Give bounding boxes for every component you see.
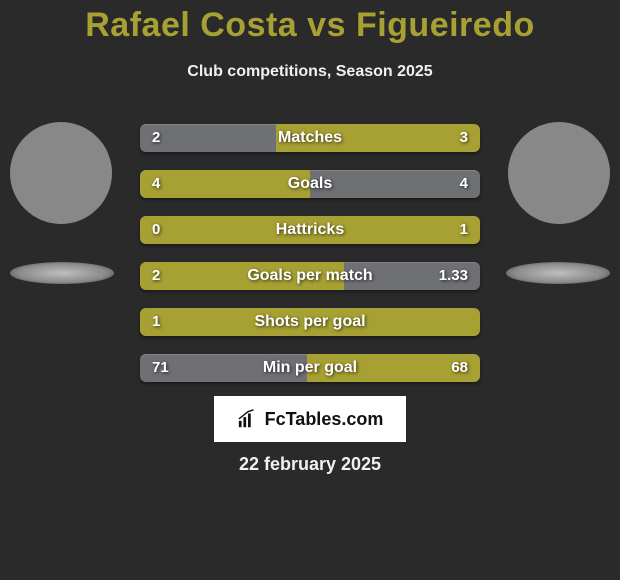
- brand-text: FcTables.com: [265, 409, 384, 430]
- player1-avatar: [10, 122, 112, 224]
- stat-row: 01Hattricks: [140, 216, 480, 244]
- stat-row: 23Matches: [140, 124, 480, 152]
- subtitle: Club competitions, Season 2025: [0, 63, 620, 81]
- player2-name: Figueiredo: [356, 6, 535, 44]
- player2-shadow: [506, 262, 610, 284]
- stat-row: 1Shots per goal: [140, 308, 480, 336]
- stats-bars: 23Matches 44Goals 01Hattricks 21.33Goals pe…: [140, 124, 480, 400]
- player2-avatar: [508, 122, 610, 224]
- player1-name: Rafael Costa: [85, 6, 297, 44]
- stat-row: 44Goals: [140, 170, 480, 198]
- player1-shadow: [10, 262, 114, 284]
- stat-label: Matches: [140, 124, 480, 152]
- chart-icon: [237, 408, 259, 430]
- stat-row: 7168Min per goal: [140, 354, 480, 382]
- stat-label: Hattricks: [140, 216, 480, 244]
- page-title: Rafael Costa vs Figueiredo: [0, 0, 620, 45]
- stat-label: Goals per match: [140, 262, 480, 290]
- brand-box: FcTables.com: [214, 396, 406, 442]
- stat-row: 21.33Goals per match: [140, 262, 480, 290]
- stat-label: Shots per goal: [140, 308, 480, 336]
- stat-label: Min per goal: [140, 354, 480, 382]
- stat-label: Goals: [140, 170, 480, 198]
- date-label: 22 february 2025: [0, 454, 620, 475]
- vs-separator: vs: [307, 6, 346, 44]
